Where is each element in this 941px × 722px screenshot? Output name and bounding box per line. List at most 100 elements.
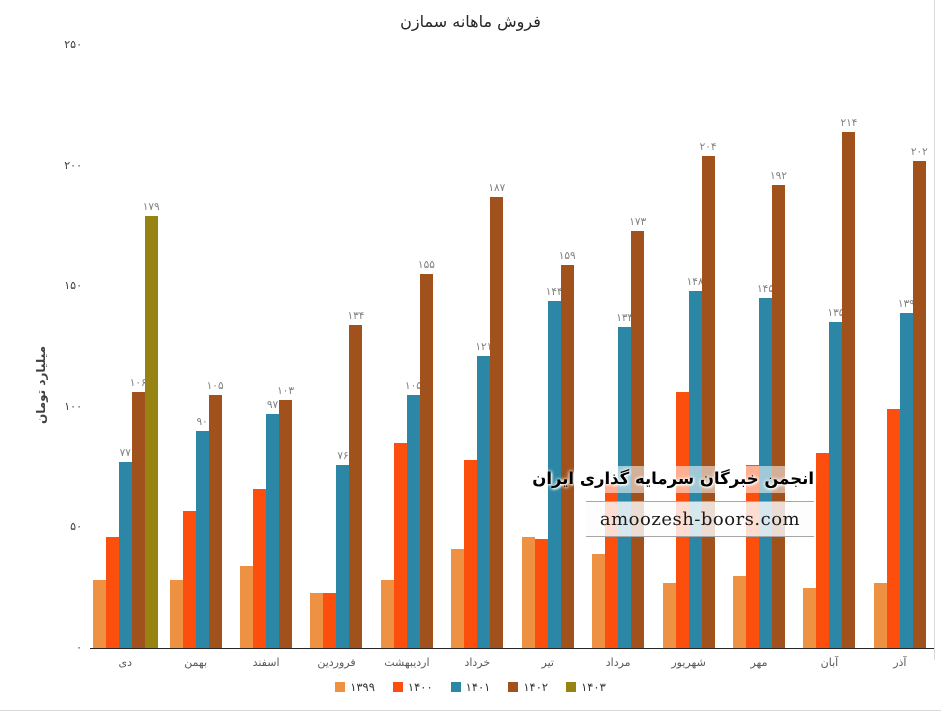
bar-value-label: ۱۳۴ [347,309,365,322]
bar-s2-m3: ۹۷ [266,399,280,648]
bar-group-m8: ۱۳۳ ۱۷۳ [583,45,653,648]
bar-s2-m12: ۱۳۹ [898,298,915,648]
bar-value-label: ۱۴۸ [686,276,704,289]
bar-group-m6: ۱۲۱ ۱۸۷ [442,45,512,648]
x-axis-label: آبان [820,656,839,669]
watermark-url-box: amoozesh-boors.com [586,501,814,537]
frame-horizontal-line [0,710,941,711]
bar-s2-m11: ۱۳۵ [827,307,844,648]
chart-legend: ۱۳۹۹ ۱۴۰۰ ۱۴۰۱ ۱۴۰۲ ۱۴۰۳ [0,680,941,694]
bar-s1-m7 [534,539,548,648]
bar-s3-m2: ۱۰۵ [207,380,224,648]
bar-s0-m8 [592,553,606,648]
y-axis-tick-label: ۵۰ [70,520,82,534]
legend-label: ۱۴۰۲ [523,680,549,694]
bar-s3-m10: ۱۹۲ [770,170,787,648]
bar-s4-m1: ۱۷۹ [143,201,160,648]
legend-item: ۱۴۰۲ [508,680,548,694]
x-axis-label: اسفند [252,656,280,669]
legend-item: ۱۴۰۱ [450,680,491,694]
x-axis-label: دی [118,656,132,669]
legend-label: ۱۴۰۳ [581,680,606,694]
bar-s1-m1 [105,537,119,648]
bar-value-label: ۲۰۲ [910,145,928,158]
bar-group-m12: ۱۳۹ ۲۰۲ [865,45,935,648]
legend-item: ۱۴۰۳ [566,680,606,694]
bar-s1-m2 [182,510,196,648]
bar-value-label: ۱۹۲ [770,169,787,182]
bar-value-label: ۲۱۴ [840,116,858,129]
bar-s2-m2: ۹۰ [195,416,209,648]
bar-group-m7: ۱۴۴ ۱۵۹ [513,45,583,648]
bar-s0-m12 [873,582,887,648]
bar-group-m4: ۷۶ ۱۳۴ [301,45,371,648]
bar-s0-m2 [169,580,183,648]
bar-value-label: ۱۵۵ [417,259,435,272]
bar-value-label: ۱۳۹ [897,297,915,310]
frame-vertical-line [934,0,935,660]
bar-s2-m6: ۱۲۱ [475,341,492,648]
watermark-url: amoozesh-boors.com [599,508,801,530]
legend-label: ۱۴۰۰ [407,680,433,694]
bar-value-label: ۱۵۹ [558,249,576,262]
bar-s2-m1: ۷۷ [118,447,132,648]
bar-s0-m1 [92,580,106,648]
legend-label: ۱۳۹۹ [350,680,375,694]
bar-s0-m5 [380,580,394,648]
bar-s0-m6 [451,549,465,648]
bar-s3-m4: ۱۳۴ [348,310,364,648]
bar-s3-m9: ۲۰۴ [700,141,717,648]
bar-s2-m7: ۱۴۴ [546,286,563,648]
bar-s3-m7: ۱۵۹ [559,250,576,648]
bar-group-m10: ۱۴۵ ۱۹۲ [724,45,794,648]
bar-s2-m5: ۱۰۵ [405,380,422,648]
chart-title: فروش ماهانه سمازن [400,12,541,31]
bar-value-label: ۱۷۹ [142,201,160,214]
bar-group-m2: ۹۰ ۱۰۵ [160,45,230,648]
bar-s3-m6: ۱۸۷ [488,182,505,648]
bar-group-m11: ۱۳۵ ۲۱۴ [794,45,864,648]
y-axis-tick-label: ۱۰۰ [64,399,82,413]
x-axis-label: بهمن [184,656,208,669]
x-axis: دی بهمن اسفند فروردین اردیبهشت خرداد تیر مرداد ش… [90,656,935,669]
bar-value-label: ۷۷ [119,447,131,460]
bar-value-label: ۱۴۴ [545,285,563,298]
bar-value-label: ۱۳۵ [827,307,845,320]
bar-s3-m5: ۱۵۵ [418,259,435,648]
bar-value-label: ۲۰۴ [699,140,717,153]
legend-item: ۱۳۹۹ [335,680,375,694]
bar-value-label: ۱۴۵ [757,283,774,296]
x-axis-label: تیر [541,656,554,669]
bar-value-label: ۱۰۵ [404,379,422,392]
bar-s3-m12: ۲۰۲ [911,146,928,648]
bar-value-label: ۹۰ [196,415,208,428]
x-axis-label: فروردین [317,656,356,669]
bar-group-m9: ۱۴۸ ۲۰۴ [653,45,723,648]
legend-item: ۱۴۰۰ [392,680,433,694]
x-axis-label: شهریور [671,656,706,669]
y-axis-tick-label: ۰ [76,641,82,654]
x-axis-label: مهر [750,656,768,669]
bar-s1-m11 [816,452,830,648]
legend-label: ۱۴۰۱ [465,680,491,694]
bar-s0-m9 [662,582,676,648]
bar-s1-m5 [393,442,407,648]
bar-value-label: ۱۷۳ [629,215,647,228]
bar-s3-m1: ۱۰۶ [130,377,147,648]
bar-s1-m12 [886,409,900,648]
bar-s0-m4 [310,592,324,648]
bar-value-label: ۱۸۷ [488,181,506,194]
bar-s1-m3 [253,488,267,648]
x-axis-label: مرداد [605,656,631,669]
bar-group-m5: ۱۰۵ ۱۵۵ [372,45,442,648]
bar-value-label: ۱۰۳ [277,384,295,397]
legend-swatch [392,682,403,692]
bar-group-m1: ۷۷ ۱۰۶ ۱۷۹ [90,45,160,648]
plot-area: ۷۷ ۱۰۶ ۱۷۹ ۹۰ ۱۰۵ ۹۷ ۱۰۳ ۷۶ ۱۳۴ ۱۰۵ ۱۵۵ ۱۲۱ ۱۸۷ ۱۴۴ ۱۵… [90,45,935,649]
y-axis-title: میلیارد تومان [34,345,48,425]
watermark-text: انجمن خبرگان سرمایه گذاری ایران [532,466,814,493]
x-axis-label: اردیبهشت [384,656,430,669]
bar-groups: ۷۷ ۱۰۶ ۱۷۹ ۹۰ ۱۰۵ ۹۷ ۱۰۳ ۷۶ ۱۳۴ ۱۰۵ ۱۵۵ ۱۲۱ ۱۸۷ ۱۴۴ ۱۵… [90,45,935,648]
bar-value-label: ۷۶ [337,449,349,462]
